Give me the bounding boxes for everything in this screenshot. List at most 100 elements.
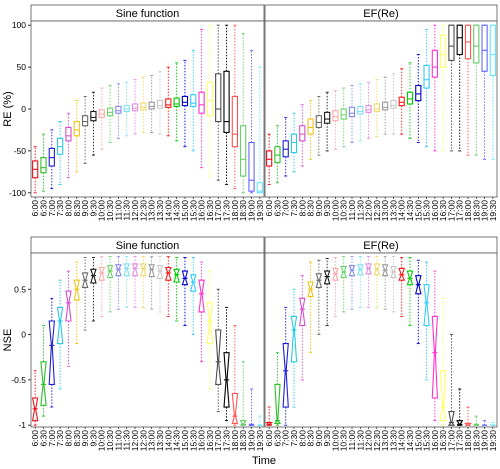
box-17:30: 17:30 [222,24,232,222]
box-6:00: 6:00 [264,406,274,447]
box-body [448,24,455,61]
x-tick-label: 6:30 [272,430,282,447]
box-body [198,91,205,114]
box-body [266,150,273,167]
box-7:30: 7:30 [289,112,299,217]
x-tick-label: 18:00 [463,430,473,452]
box-8:30: 8:30 [306,261,316,447]
x-tick-label: 8:30 [306,200,316,217]
box-8:30: 8:30 [72,261,82,447]
plot-frame [30,20,265,198]
box-17:30: 17:30 [455,388,465,451]
box-body [131,103,139,112]
box-6:00: 6:00 [30,370,40,447]
y-tick-label: 50 [17,62,27,72]
box-body [406,91,414,105]
box-17:00: 17:00 [446,24,456,221]
box-11:00: 11:00 [347,85,357,221]
box-body [81,115,89,127]
box-17:30: 17:30 [222,306,232,452]
box-12:30: 12:30 [372,79,382,221]
x-tick-label: 15:00 [413,430,423,452]
box-11:30: 11:30 [355,256,365,451]
box-body [190,94,197,108]
x-tick-label: 6:00 [30,430,40,447]
x-tick-label: 6:30 [272,200,282,217]
y-tick-label: -50 [14,146,27,156]
box-10:00: 10:00 [330,90,340,221]
x-tick-label: 14:00 [163,430,173,452]
box-16:30: 16:30 [438,24,448,222]
x-tick-label: 17:00 [213,430,223,452]
box-body [481,24,488,72]
x-tick-label: 10:00 [330,430,340,452]
y-tick-label: 0 [21,330,26,340]
x-tick-label: 19:00 [480,200,490,222]
x-tick-label: 12:00 [130,200,140,222]
box-9:00: 9:00 [80,257,90,447]
box-15:30: 15:30 [422,28,432,221]
x-tick-label: 11:30 [122,200,132,221]
x-tick-label: 18:00 [230,200,240,222]
box-13:00: 13:00 [380,256,390,451]
x-tick-label: 9:00 [80,430,90,447]
x-tick-label: 16:30 [205,200,215,222]
panel-nse-ef: EF(Re)6:006:307:007:308:008:309:009:3010… [264,236,498,452]
x-tick-label: 16:00 [197,430,207,452]
x-tick-label: 17:30 [222,200,232,222]
x-tick-label: 7:30 [55,200,65,217]
box-7:00: 7:00 [281,306,291,447]
x-tick-label: 9:30 [88,200,98,217]
x-tick-label: 15:00 [180,200,190,222]
x-tick-label: 17:00 [213,200,223,222]
box-body [256,182,263,194]
box-12:30: 12:30 [372,256,382,451]
box-19:00: 19:00 [480,24,490,222]
box-12:00: 12:00 [130,256,140,452]
x-tick-label: 17:30 [222,430,232,452]
x-tick-label: 13:00 [147,430,157,452]
x-tick-label: 18:00 [230,430,240,452]
box-body [398,96,405,107]
x-tick-label: 16:30 [438,200,448,222]
x-tick-label: 9:00 [314,430,324,447]
x-tick-label: 14:00 [397,430,407,452]
x-tick-label: 15:00 [413,200,423,222]
box-9:00: 9:00 [314,259,324,447]
box-10:00: 10:00 [330,257,340,452]
x-tick-label: 9:30 [322,430,332,447]
box-10:30: 10:30 [105,85,115,221]
x-tick-label: 17:30 [455,200,465,222]
box-body [231,95,239,148]
box-10:30: 10:30 [339,256,349,452]
box-9:30: 9:30 [322,91,332,217]
box-18:30: 18:30 [238,33,248,221]
box-body [65,126,72,142]
box-body [373,103,380,113]
box-body [148,101,155,110]
x-tick-label: 10:30 [339,430,349,452]
x-tick-label: 11:00 [347,430,357,451]
x-tick-label: 12:00 [364,430,374,452]
x-tick-label: 14:30 [405,430,415,452]
box-16:00: 16:00 [430,24,440,221]
box-body [181,95,189,107]
x-tick-label: 13:00 [380,200,390,222]
box-body [165,98,172,108]
box-body [299,125,306,142]
box-body [489,24,496,77]
x-tick-label: 19:30 [488,200,498,222]
box-14:00: 14:00 [397,257,407,452]
box-12:00: 12:00 [364,256,374,452]
x-tick-label: 19:00 [247,200,257,222]
x-tick-label: 13:30 [388,200,398,222]
box-16:00: 16:00 [197,28,207,221]
box-18:00: 18:00 [230,24,240,222]
x-tick-label: 12:00 [130,430,140,452]
box-16:30: 16:30 [205,270,215,451]
x-tick-label: 6:00 [264,430,274,447]
box-13:30: 13:30 [388,73,398,222]
x-tick-label: 14:30 [172,430,182,452]
panel-strip-label: EF(Re) [363,8,398,20]
